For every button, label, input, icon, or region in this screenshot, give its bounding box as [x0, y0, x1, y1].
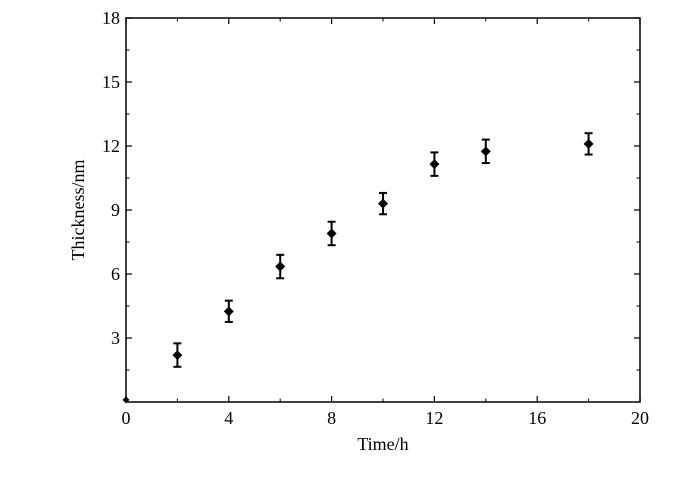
data-point-group [480, 138, 491, 165]
axis-ticks [125, 17, 641, 402]
axis-tick-labels: 0 4 8 12 16 20 3 6 9 12 15 18 [102, 8, 649, 428]
y-tick-label: 15 [102, 72, 120, 92]
x-tick-label: 0 [122, 408, 131, 428]
data-point [429, 159, 440, 170]
x-tick-label: 16 [528, 408, 546, 428]
data-point [326, 228, 337, 239]
x-tick-label: 20 [631, 408, 649, 428]
x-axis-label: Time/h [357, 434, 408, 454]
data-point-group [275, 253, 286, 280]
y-axis-label: Thickness/nm [68, 160, 88, 261]
data-point-origin [122, 396, 130, 404]
y-tick-label: 12 [102, 136, 120, 156]
data-point-group [378, 191, 388, 216]
data-point [223, 306, 234, 317]
data-point-group [429, 151, 440, 177]
data-point [275, 261, 286, 272]
x-tick-label: 12 [425, 408, 443, 428]
x-tick-label: 8 [327, 408, 336, 428]
y-tick-label: 3 [111, 328, 120, 348]
data-point-group [326, 220, 337, 247]
x-tick-label: 4 [224, 408, 233, 428]
data-point [172, 350, 183, 361]
data-point [378, 198, 388, 209]
data-point-group [223, 299, 234, 323]
data-points [122, 132, 594, 404]
data-point-group [583, 132, 594, 156]
y-tick-label: 6 [111, 264, 120, 284]
data-point [583, 138, 594, 149]
y-tick-label: 18 [102, 8, 120, 28]
data-point-group [172, 342, 183, 368]
y-tick-label: 9 [111, 200, 120, 220]
data-point [480, 146, 491, 157]
